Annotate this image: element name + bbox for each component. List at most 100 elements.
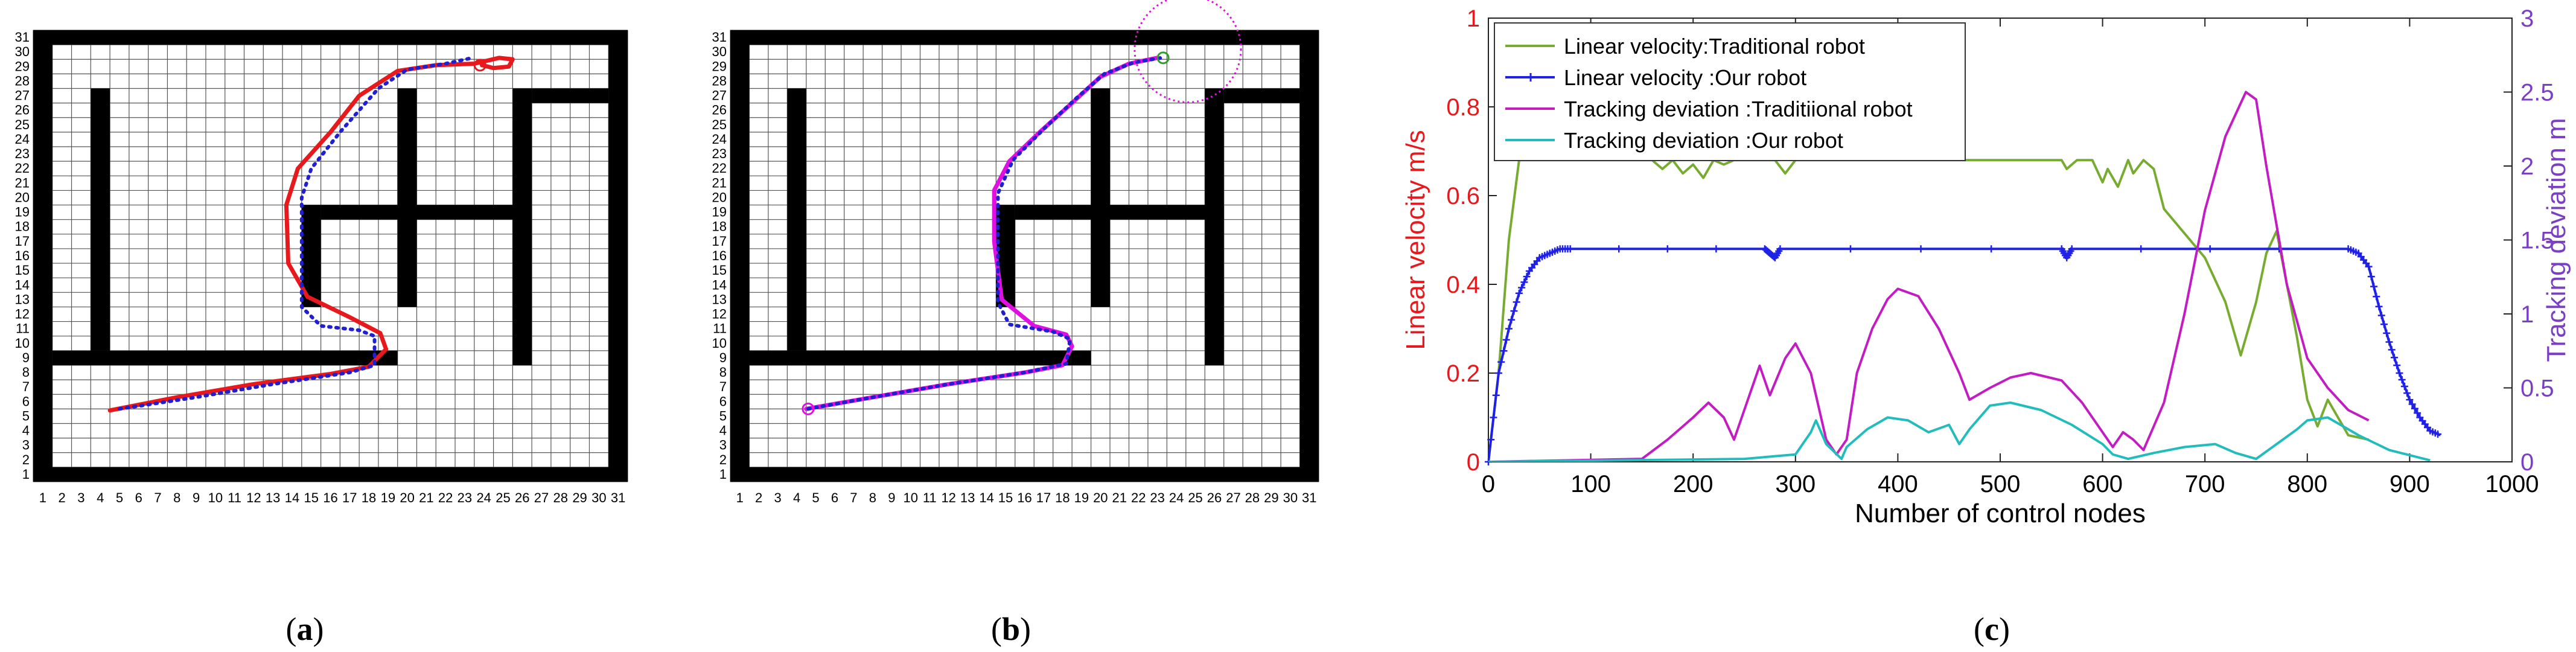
x-tick-label: 6 (135, 490, 142, 505)
x-tick-label: 11 (228, 490, 241, 505)
y-tick-label: 28 (15, 73, 30, 88)
x-tick-label: 500 (1980, 471, 2021, 497)
series-marker (2380, 321, 2388, 328)
series-marker (2396, 369, 2403, 377)
x-tick-label: 23 (1150, 490, 1164, 505)
panel-c-label: (c) (1974, 611, 2010, 647)
obstacle-block (52, 350, 398, 365)
series-marker (2068, 245, 2076, 253)
y-tick-label: 9 (719, 350, 727, 365)
y-tick-label: 26 (15, 103, 30, 118)
x-tick-label: 0 (1482, 471, 1495, 497)
y-tick-label: 7 (22, 379, 30, 394)
y-tick-label-right: 1.5 (2520, 228, 2554, 254)
obstacle-block (532, 88, 609, 103)
series-line-0 (1488, 159, 2369, 462)
y-tick-label: 12 (712, 307, 727, 322)
x-tick-label: 3 (774, 490, 782, 505)
y-tick-label: 27 (712, 88, 727, 103)
path-marker (1156, 51, 1170, 65)
x-tick-label: 17 (1036, 490, 1051, 505)
y-tick-label: 20 (15, 190, 30, 205)
y-tick-label-left: 0.6 (1446, 183, 1480, 209)
obstacle-block (730, 467, 1319, 482)
y-tick-label: 31 (712, 30, 727, 45)
y-tick-label: 13 (712, 292, 727, 307)
series-marker (1523, 273, 1531, 281)
x-tick-label: 30 (1283, 490, 1298, 505)
x-tick-label: 5 (116, 490, 123, 505)
y-tick-label: 23 (712, 146, 727, 161)
series-marker (2408, 400, 2416, 408)
y-tick-label-right: 0 (2520, 449, 2534, 476)
y-tick-label: 16 (712, 248, 727, 263)
x-tick-label: 30 (591, 490, 606, 505)
series-marker (2388, 346, 2396, 354)
x-tick-label: 800 (2287, 471, 2327, 497)
series-marker (2377, 312, 2385, 319)
y-tick-label: 19 (15, 205, 30, 220)
y-tick-label: 31 (15, 30, 30, 45)
y-tick-label: 18 (712, 219, 727, 234)
y-tick-label: 11 (16, 321, 30, 336)
x-tick-label: 14 (979, 490, 993, 505)
x-tick-label: 7 (850, 490, 857, 505)
y-tick-label: 9 (22, 350, 30, 365)
x-tick-label: 19 (1074, 490, 1089, 505)
y-tick-label-right: 2.5 (2520, 80, 2554, 106)
x-tick-label: 24 (476, 490, 491, 505)
panel-c-velocity-deviation-chart: 0 100 200 300 400 500 600 700 800 900 100000.20.40… (1401, 5, 2571, 528)
x-tick-label: 17 (342, 490, 357, 505)
x-tick-label: 23 (457, 490, 472, 505)
series-marker (2403, 389, 2411, 397)
y-tick-label-right: 2 (2520, 153, 2534, 180)
y-tick-label: 4 (719, 423, 727, 438)
y-tick-label: 13 (15, 292, 30, 307)
obstacle-block (91, 88, 110, 351)
y-tick-label: 24 (712, 132, 727, 147)
legend-box (1494, 22, 1966, 161)
path-series (806, 56, 1163, 411)
series-marker (1988, 245, 1995, 253)
x-tick-label: 24 (1169, 490, 1184, 505)
y-tick-label: 8 (719, 365, 727, 380)
series-marker (2370, 283, 2378, 290)
series-marker (1712, 245, 1720, 253)
series-marker (1615, 245, 1623, 253)
y-tick-label: 21 (15, 175, 30, 190)
series-marker (1508, 316, 1516, 324)
x-tick-label: 10 (904, 490, 918, 505)
legend-entry: Tracking deviation :Traditiional robot (1564, 97, 1913, 121)
legend-entry: Linear velocity :Our robot (1564, 65, 1806, 90)
series-line-3 (1488, 401, 2431, 462)
y-tick-label: 3 (719, 438, 727, 453)
y-tick-label: 5 (22, 408, 30, 423)
series-marker (2206, 245, 2214, 253)
series-marker (1487, 436, 1495, 444)
series-marker (2383, 329, 2391, 337)
x-tick-label: 29 (1264, 490, 1278, 505)
x-tick-label: 27 (534, 490, 549, 505)
x-tick-label: 8 (173, 490, 180, 505)
legend: Linear velocity:Traditional robot Linear … (1494, 22, 1966, 161)
x-tick-label: 15 (998, 490, 1013, 505)
x-tick-label: 13 (960, 490, 975, 505)
y-tick-label: 1 (719, 467, 727, 482)
series-marker (1566, 245, 1574, 253)
y-tick-label: 22 (15, 161, 30, 176)
series-marker (2398, 376, 2406, 384)
x-tick-label: 28 (553, 490, 568, 505)
x-tick-label: 6 (831, 490, 838, 505)
x-tick-label: 8 (869, 490, 876, 505)
y-tick-label: 2 (719, 452, 727, 467)
series-marker (1492, 391, 1500, 399)
x-tick-label: 5 (812, 490, 819, 505)
obstacle-block (1091, 88, 1111, 307)
obstacle-block (730, 30, 1319, 45)
x-tick-label: 4 (793, 490, 800, 505)
x-tick-label: 9 (193, 490, 200, 505)
y-tick-label-right: 0.5 (2520, 376, 2554, 402)
x-tick-label: 20 (400, 490, 414, 505)
y-tick-label: 15 (712, 263, 727, 278)
series-marker (2373, 293, 2380, 301)
